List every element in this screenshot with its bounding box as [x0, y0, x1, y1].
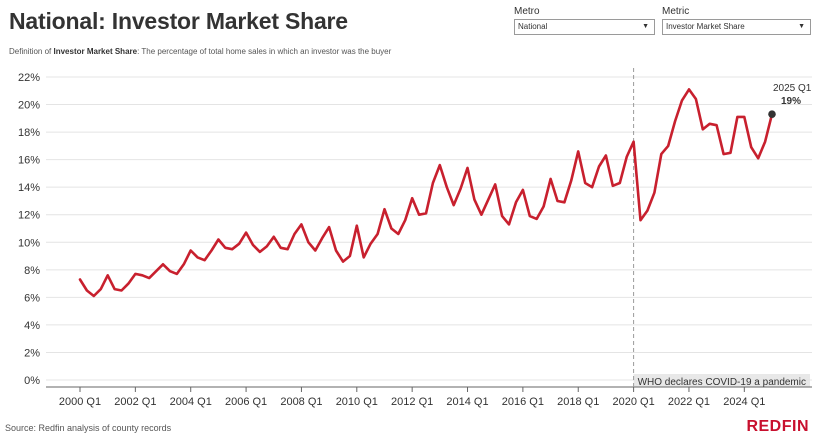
x-tick-label: 2004 Q1	[170, 396, 212, 408]
brand-logo: REDFIN	[746, 418, 809, 435]
last-point-value-label: 19%	[781, 96, 801, 107]
y-tick-label: 0%	[24, 375, 40, 387]
y-tick-label: 16%	[18, 155, 40, 167]
series-line	[78, 88, 774, 298]
metro-filter-label: Metro	[514, 6, 540, 17]
y-tick-label: 18%	[18, 127, 40, 139]
metric-definition: Definition of Investor Market Share: The…	[9, 47, 391, 56]
metric-dropdown[interactable]: Investor Market Share ▼	[662, 19, 811, 35]
definition-text: : The percentage of total home sales in …	[137, 47, 392, 56]
x-tick-label: 2010 Q1	[336, 396, 378, 408]
metro-dropdown[interactable]: National ▼	[514, 19, 655, 35]
x-tick-label: 2024 Q1	[723, 396, 765, 408]
metric-filter-label: Metric	[662, 6, 690, 17]
x-tick-label: 2006 Q1	[225, 396, 267, 408]
y-tick-label: 8%	[24, 265, 40, 277]
metric-dropdown-value: Investor Market Share	[666, 22, 745, 31]
x-tick-label: 2014 Q1	[446, 396, 488, 408]
definition-term: Investor Market Share	[53, 47, 138, 56]
line-chart: 0% 2% 4% 6% 8% 10% 12% 14% 16% 18% 20% 22% 2000 Q1 20…	[18, 68, 812, 408]
y-tick-label: 12%	[18, 210, 40, 222]
x-tick-label: 2022 Q1	[668, 396, 710, 408]
x-tick-label: 2016 Q1	[502, 396, 544, 408]
metro-dropdown-value: National	[518, 22, 548, 31]
y-tick-label: 4%	[24, 320, 40, 332]
chevron-down-icon: ▼	[798, 23, 805, 30]
definition-prefix: Definition of	[9, 47, 52, 56]
pandemic-annotation-label: WHO declares COVID-19 a pandemic	[638, 377, 806, 388]
last-point-marker	[768, 110, 776, 118]
x-tick-label: 2000 Q1	[59, 396, 101, 408]
metro-filter: Metro National ▼	[514, 6, 655, 35]
y-tick-label: 14%	[18, 182, 40, 194]
page-title: National: Investor Market Share	[9, 8, 348, 34]
metric-filter: Metric Investor Market Share ▼	[662, 6, 811, 35]
source-note: Source: Redfin analysis of county record…	[5, 423, 172, 433]
x-tick-label: 2020 Q1	[612, 396, 654, 408]
y-tick-label: 20%	[18, 100, 40, 112]
x-tick-label: 2018 Q1	[557, 396, 599, 408]
x-tick-label: 2008 Q1	[280, 396, 322, 408]
y-tick-label: 2%	[24, 347, 40, 359]
last-point-date-label: 2025 Q1	[773, 83, 812, 94]
y-tick-label: 22%	[18, 72, 40, 84]
y-tick-label: 10%	[18, 237, 40, 249]
x-tick-label: 2002 Q1	[114, 396, 156, 408]
x-tick-label: 2012 Q1	[391, 396, 433, 408]
y-tick-label: 6%	[24, 292, 40, 304]
chevron-down-icon: ▼	[642, 23, 649, 30]
